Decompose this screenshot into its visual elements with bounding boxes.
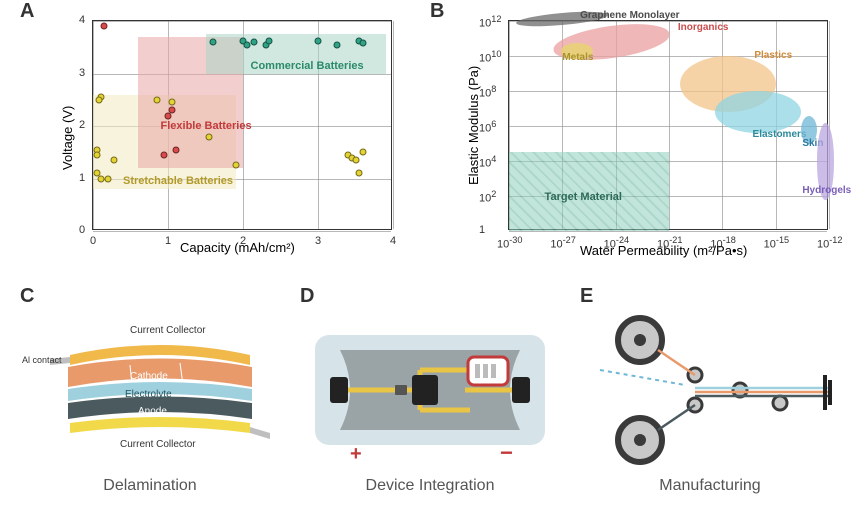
point-commercial (360, 40, 367, 47)
panel-e-label: E (580, 285, 593, 308)
tick-label: 1010 (479, 49, 501, 65)
chart-b: 10-3010-2710-2410-2110-1810-1510-1211021… (508, 20, 828, 230)
panel-e-caption: Manufacturing (580, 477, 840, 495)
group-label-hydrogels: Hydrogels (802, 185, 851, 196)
point-stretchable (96, 96, 103, 103)
point-stretchable (168, 99, 175, 106)
tick-label: 3 (79, 67, 85, 79)
tick-label: 10-30 (497, 235, 522, 251)
tick-label: 102 (479, 189, 496, 205)
panel-d: D +− Device Integration (300, 295, 560, 495)
panel-a-xlabel: Capacity (mAh/cm²) (180, 240, 295, 255)
svg-text:Electrolyte: Electrolyte (125, 389, 172, 400)
tick-label: 106 (479, 119, 496, 135)
point-stretchable (105, 175, 112, 182)
panel-c: C Current CollectorAl contactCathodeElec… (20, 295, 280, 495)
point-flexible (161, 151, 168, 158)
point-commercial (315, 37, 322, 44)
point-stretchable (206, 133, 213, 140)
svg-text:Anode: Anode (138, 406, 167, 417)
manufacturing-diagram (580, 315, 840, 475)
group-label-plastics: Plastics (754, 50, 792, 61)
tick-label: 0 (90, 235, 96, 247)
chart-a: 0123401234Stretchable BatteriesFlexible … (92, 20, 392, 230)
point-commercial (210, 39, 217, 46)
region-label-stretchable: Stretchable Batteries (123, 175, 233, 187)
tick-label: 3 (315, 235, 321, 247)
group-label-inorganics: Inorganics (678, 22, 729, 33)
delamination-diagram: Current Collector Al contact Cathode Electr… (20, 315, 280, 475)
tick-label: 1 (165, 235, 171, 247)
tick-label: 2 (240, 235, 246, 247)
point-stretchable (356, 170, 363, 177)
panel-b: B Elastic Modulus (Pa) Water Permeabilit… (430, 0, 850, 260)
point-stretchable (111, 157, 118, 164)
point-stretchable (153, 96, 160, 103)
svg-text:Current Collector: Current Collector (120, 439, 196, 450)
point-commercial (251, 39, 258, 46)
point-flexible (101, 23, 108, 30)
svg-text:Al contact: Al contact (22, 355, 62, 365)
tick-label: 1 (479, 224, 485, 236)
region-label-commercial: Commercial Batteries (251, 60, 364, 72)
point-stretchable (93, 151, 100, 158)
tick-label: 104 (479, 154, 496, 170)
svg-text:−: − (500, 440, 513, 465)
tick-label: 10-21 (657, 235, 682, 251)
panel-a: A Voltage (V) Capacity (mAh/cm²) 0123401… (20, 0, 420, 260)
point-commercial (333, 41, 340, 48)
tick-label: 10-24 (604, 235, 629, 251)
panel-b-label: B (430, 0, 444, 23)
point-commercial (266, 37, 273, 44)
panel-d-label: D (300, 285, 314, 308)
tick-label: 10-15 (764, 235, 789, 251)
group-label-graphene: Graphene Monolayer (580, 10, 679, 21)
region-label-flexible: Flexible Batteries (161, 120, 252, 132)
tick-label: 10-27 (550, 235, 575, 251)
device-diagram: +− (300, 315, 560, 475)
point-stretchable (97, 175, 104, 182)
svg-text:Current Collector: Current Collector (130, 325, 206, 336)
panel-a-label: A (20, 0, 34, 23)
panel-d-caption: Device Integration (300, 477, 560, 495)
point-stretchable (232, 162, 239, 169)
tick-label: 1012 (479, 14, 501, 30)
svg-text:Cathode: Cathode (130, 371, 168, 382)
group-elastomers (715, 91, 800, 133)
tick-label: 10-12 (817, 235, 842, 251)
group-label-elastomers: Elastomers (753, 129, 807, 140)
panel-c-caption: Delamination (20, 477, 280, 495)
point-stretchable (352, 157, 359, 164)
point-stretchable (360, 149, 367, 156)
tick-label: 10-18 (710, 235, 735, 251)
svg-text:+: + (350, 443, 362, 465)
point-flexible (165, 112, 172, 119)
tick-label: 108 (479, 84, 496, 100)
panel-e: E Manufacturing (580, 295, 840, 495)
panel-a-ylabel: Voltage (V) (60, 106, 75, 170)
tick-label: 0 (79, 224, 85, 236)
point-commercial (243, 41, 250, 48)
target-region-label: Target Material (545, 191, 622, 203)
tick-label: 2 (79, 119, 85, 131)
panel-c-label: C (20, 285, 34, 308)
tick-label: 4 (79, 14, 85, 26)
tick-label: 1 (79, 172, 85, 184)
group-label-metals: Metals (562, 52, 593, 63)
point-flexible (172, 146, 179, 153)
tick-label: 4 (390, 235, 396, 247)
